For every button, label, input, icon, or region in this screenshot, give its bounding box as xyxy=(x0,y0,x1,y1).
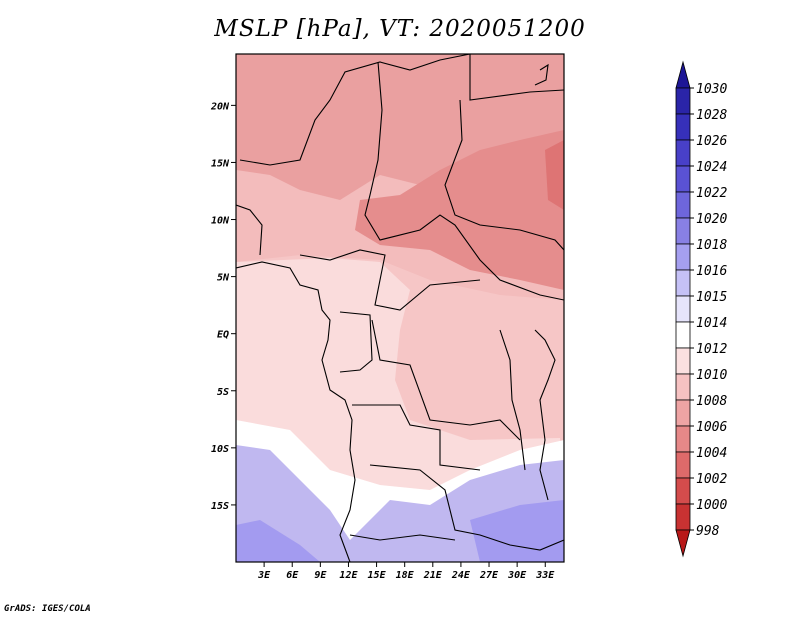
lat-tick-label: 20N xyxy=(210,101,230,112)
colorbar-label: 1004 xyxy=(696,446,727,461)
colorbar-segment xyxy=(675,191,691,219)
field-sudan-core xyxy=(545,140,564,210)
colorbar-label: 1015 xyxy=(696,290,727,305)
map-frame xyxy=(235,53,565,563)
lon-tick-label: 30E xyxy=(507,570,527,581)
map-title: MSLP [hPa], VT: 2020051200 xyxy=(214,16,586,42)
field-sudan-low xyxy=(355,130,564,290)
lon-tick-label: 33E xyxy=(535,570,555,581)
colorbar-label: 1030 xyxy=(696,82,727,97)
colorbar-segment xyxy=(675,451,691,479)
lat-tick-label: 5N xyxy=(217,273,230,284)
colorbar-label: 1000 xyxy=(696,498,727,513)
lon-tick-label: 27E xyxy=(479,570,499,581)
colorbar-segment xyxy=(675,399,691,427)
lon-tick-label: 18E xyxy=(396,570,415,581)
colorbar-label: 1024 xyxy=(696,160,727,175)
latitude-axis: 20N 15N 10N 5N EQ 5S 10S 15S xyxy=(210,101,236,512)
lat-tick-label: 15S xyxy=(211,501,229,512)
grads-credit: GrADS: IGES/COLA xyxy=(4,604,91,614)
lon-tick-label: 21E xyxy=(423,570,443,581)
colorbar-label: 1012 xyxy=(696,342,727,357)
colorbar-label: 1016 xyxy=(696,264,727,279)
colorbar-segment xyxy=(675,321,691,349)
colorbar-segment xyxy=(675,87,691,115)
colorbar-segment xyxy=(675,139,691,167)
lat-tick-label: 15N xyxy=(211,158,230,169)
lon-tick-label: 3E xyxy=(257,570,271,581)
field-south-high-core xyxy=(236,520,320,562)
colorbar-label: 1006 xyxy=(696,420,727,435)
colorbar-segment xyxy=(675,373,691,401)
colorbar-label: 1020 xyxy=(696,212,727,227)
colorbar-segment xyxy=(675,217,691,245)
colorbar-segment xyxy=(675,503,691,531)
lon-tick-label: 15E xyxy=(368,570,387,581)
colorbar: 1030 1028 1026 1024 1022 1020 1018 1016 1015 1014… xyxy=(675,60,727,558)
longitude-axis: 3E 6E 9E 12E 15E 18E 21E 24E 27E 30E 33E xyxy=(257,562,555,581)
colorbar-segment xyxy=(675,165,691,193)
lat-tick-label: 10N xyxy=(211,216,230,227)
colorbar-segment xyxy=(675,243,691,271)
colorbar-label: 1018 xyxy=(696,238,727,253)
lon-tick-label: 6E xyxy=(286,570,299,581)
colorbar-segment xyxy=(675,60,691,89)
colorbar-segment xyxy=(675,113,691,141)
colorbar-label: 1026 xyxy=(696,134,727,149)
lat-tick-label: EQ xyxy=(217,330,229,341)
colorbar-label: 1014 xyxy=(696,316,727,331)
country-borders xyxy=(236,54,564,562)
colorbar-segment xyxy=(675,529,691,558)
lat-tick-label: 10S xyxy=(211,444,229,455)
lon-tick-label: 24E xyxy=(451,570,471,581)
colorbar-label: 1010 xyxy=(696,368,727,383)
colorbar-segment xyxy=(675,347,691,375)
pressure-field xyxy=(236,54,564,562)
colorbar-segment xyxy=(675,425,691,453)
colorbar-segment xyxy=(675,269,691,297)
colorbar-label: 1028 xyxy=(696,108,727,123)
colorbar-label: 998 xyxy=(696,524,720,539)
lat-tick-label: 5S xyxy=(217,387,229,398)
field-southeast-core xyxy=(470,500,564,562)
colorbar-label: 1002 xyxy=(696,472,727,487)
colorbar-label: 1022 xyxy=(696,186,727,201)
colorbar-label: 1008 xyxy=(696,394,727,409)
colorbar-segment xyxy=(675,477,691,505)
colorbar-segment xyxy=(675,295,691,323)
lon-tick-label: 12E xyxy=(339,570,358,581)
lon-tick-label: 9E xyxy=(314,570,327,581)
